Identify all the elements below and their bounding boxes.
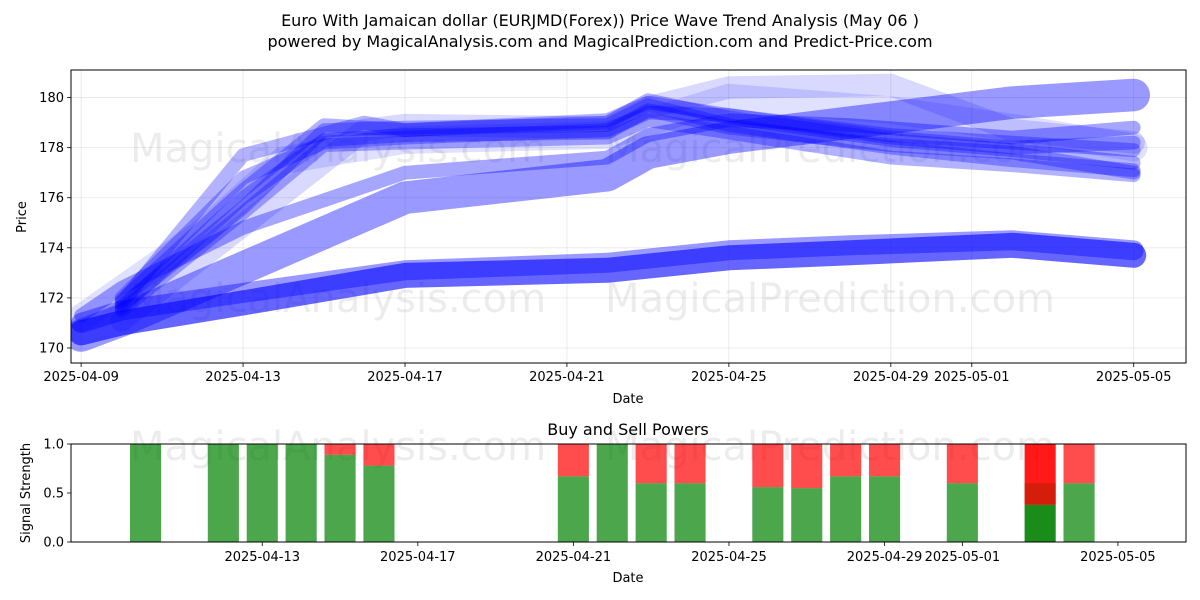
price-chart-axes: 2025-04-09 2025-04-13 2025-04-17 2025-04-21… [39, 91, 1171, 385]
price-y-tick-label: 178 [39, 141, 64, 156]
price-chart-frame [70, 69, 1187, 364]
buy-power-bar [324, 454, 356, 542]
price-y-tick-label: 172 [39, 291, 64, 306]
buy-power-bar [946, 483, 978, 542]
watermark-analysis-top: MagicalAnalysis.com [130, 126, 546, 172]
price-x-tick-label: 2025-05-01 [934, 370, 1010, 385]
watermark-prediction-bottom: MagicalPrediction.com [605, 424, 1055, 470]
price-x-tick-label: 2025-04-29 [853, 370, 929, 385]
price-chart-grid [71, 70, 1186, 363]
sell-power-bar [830, 444, 862, 477]
buy-power-bar [596, 444, 628, 542]
buy-power-bar [246, 444, 278, 542]
wave-band-10 [114, 113, 1141, 318]
price-x-tick-label: 2025-04-09 [43, 370, 119, 385]
power-x-tick-label: 2025-04-25 [691, 550, 767, 565]
chart-subtitle: powered by MagicalAnalysis.com and Magic… [267, 32, 932, 51]
buy-power-bar [363, 465, 395, 542]
buy-power-bar [207, 444, 239, 542]
power-y-tick-label: 1.0 [43, 438, 64, 453]
power-x-tick-label: 2025-04-29 [847, 550, 923, 565]
buy-sell-bars [130, 444, 1095, 542]
sell-power-bar [324, 444, 356, 455]
overlap-power-bar [1024, 483, 1056, 505]
buy-power-bar [752, 487, 784, 542]
sell-power-bar [674, 444, 706, 484]
wave-band-2 [71, 230, 1144, 333]
buy-power-bar [869, 476, 901, 542]
price-x-tick-label: 2025-04-17 [367, 370, 443, 385]
buy-power-bar [635, 483, 667, 542]
price-y-tick-label: 174 [39, 241, 64, 256]
price-wave-bands [71, 73, 1150, 352]
sell-power-bar [557, 444, 589, 477]
power-x-axis-label: Date [612, 571, 643, 586]
price-x-tick-label: 2025-04-21 [529, 370, 605, 385]
wave-band-1 [71, 232, 1147, 346]
price-y-tick-label: 170 [39, 341, 64, 356]
power-x-tick-label: 2025-05-01 [925, 550, 1001, 565]
wave-band-3 [71, 78, 1150, 352]
power-x-tick-label: 2025-04-21 [536, 550, 612, 565]
power-y-axis-label: Signal Strength [19, 443, 34, 543]
power-y-tick-label: 0.5 [43, 487, 64, 502]
price-y-tick-label: 180 [39, 91, 64, 106]
sell-power-bar [635, 444, 667, 484]
buy-power-bar [1024, 504, 1056, 542]
wave-band-4 [74, 113, 1141, 323]
chart-title: Euro With Jamaican dollar (EURJMD(Forex)… [281, 11, 919, 30]
sell-power-bar [1063, 444, 1095, 484]
power-x-tick-label: 2025-05-05 [1080, 550, 1156, 565]
wave-band-6 [114, 93, 1141, 308]
sell-power-bar [946, 444, 978, 484]
buy-power-bar [791, 488, 823, 542]
buy-power-bar [285, 444, 317, 542]
wave-band-8 [114, 105, 1141, 305]
wave-band-5 [114, 98, 1141, 313]
price-x-axis-label: Date [612, 392, 643, 407]
sell-power-bar [363, 444, 395, 466]
price-y-axis-label: Price [15, 201, 30, 233]
price-x-tick-label: 2025-04-13 [205, 370, 281, 385]
buy-power-bar [130, 444, 162, 542]
sell-power-bar [791, 444, 823, 489]
price-y-tick-label: 176 [39, 191, 64, 206]
power-y-tick-label: 0.0 [43, 536, 64, 551]
price-x-tick-label: 2025-05-05 [1096, 370, 1172, 385]
wave-band-12 [110, 73, 1145, 332]
buy-power-bar [830, 476, 862, 542]
buy-power-bar [1063, 483, 1095, 542]
price-x-tick-label: 2025-04-25 [691, 370, 767, 385]
buy-power-bar [674, 483, 706, 542]
sell-power-bar [869, 444, 901, 477]
sell-power-bar [752, 444, 784, 488]
wave-band-9 [114, 95, 1141, 310]
wave-band-11 [71, 83, 1148, 332]
watermark-prediction-top: MagicalPrediction.com [605, 126, 1055, 172]
power-x-tick-label: 2025-04-13 [224, 550, 300, 565]
power-chart-axes: 2025-04-13 2025-04-17 2025-04-21 2025-04-25… [43, 438, 1155, 566]
buy-power-bar [557, 476, 589, 542]
wave-band-7 [114, 103, 1141, 315]
power-x-tick-label: 2025-04-17 [380, 550, 456, 565]
watermark-prediction-mid: MagicalPrediction.com [605, 276, 1055, 322]
power-chart-title: Buy and Sell Powers [547, 420, 709, 439]
